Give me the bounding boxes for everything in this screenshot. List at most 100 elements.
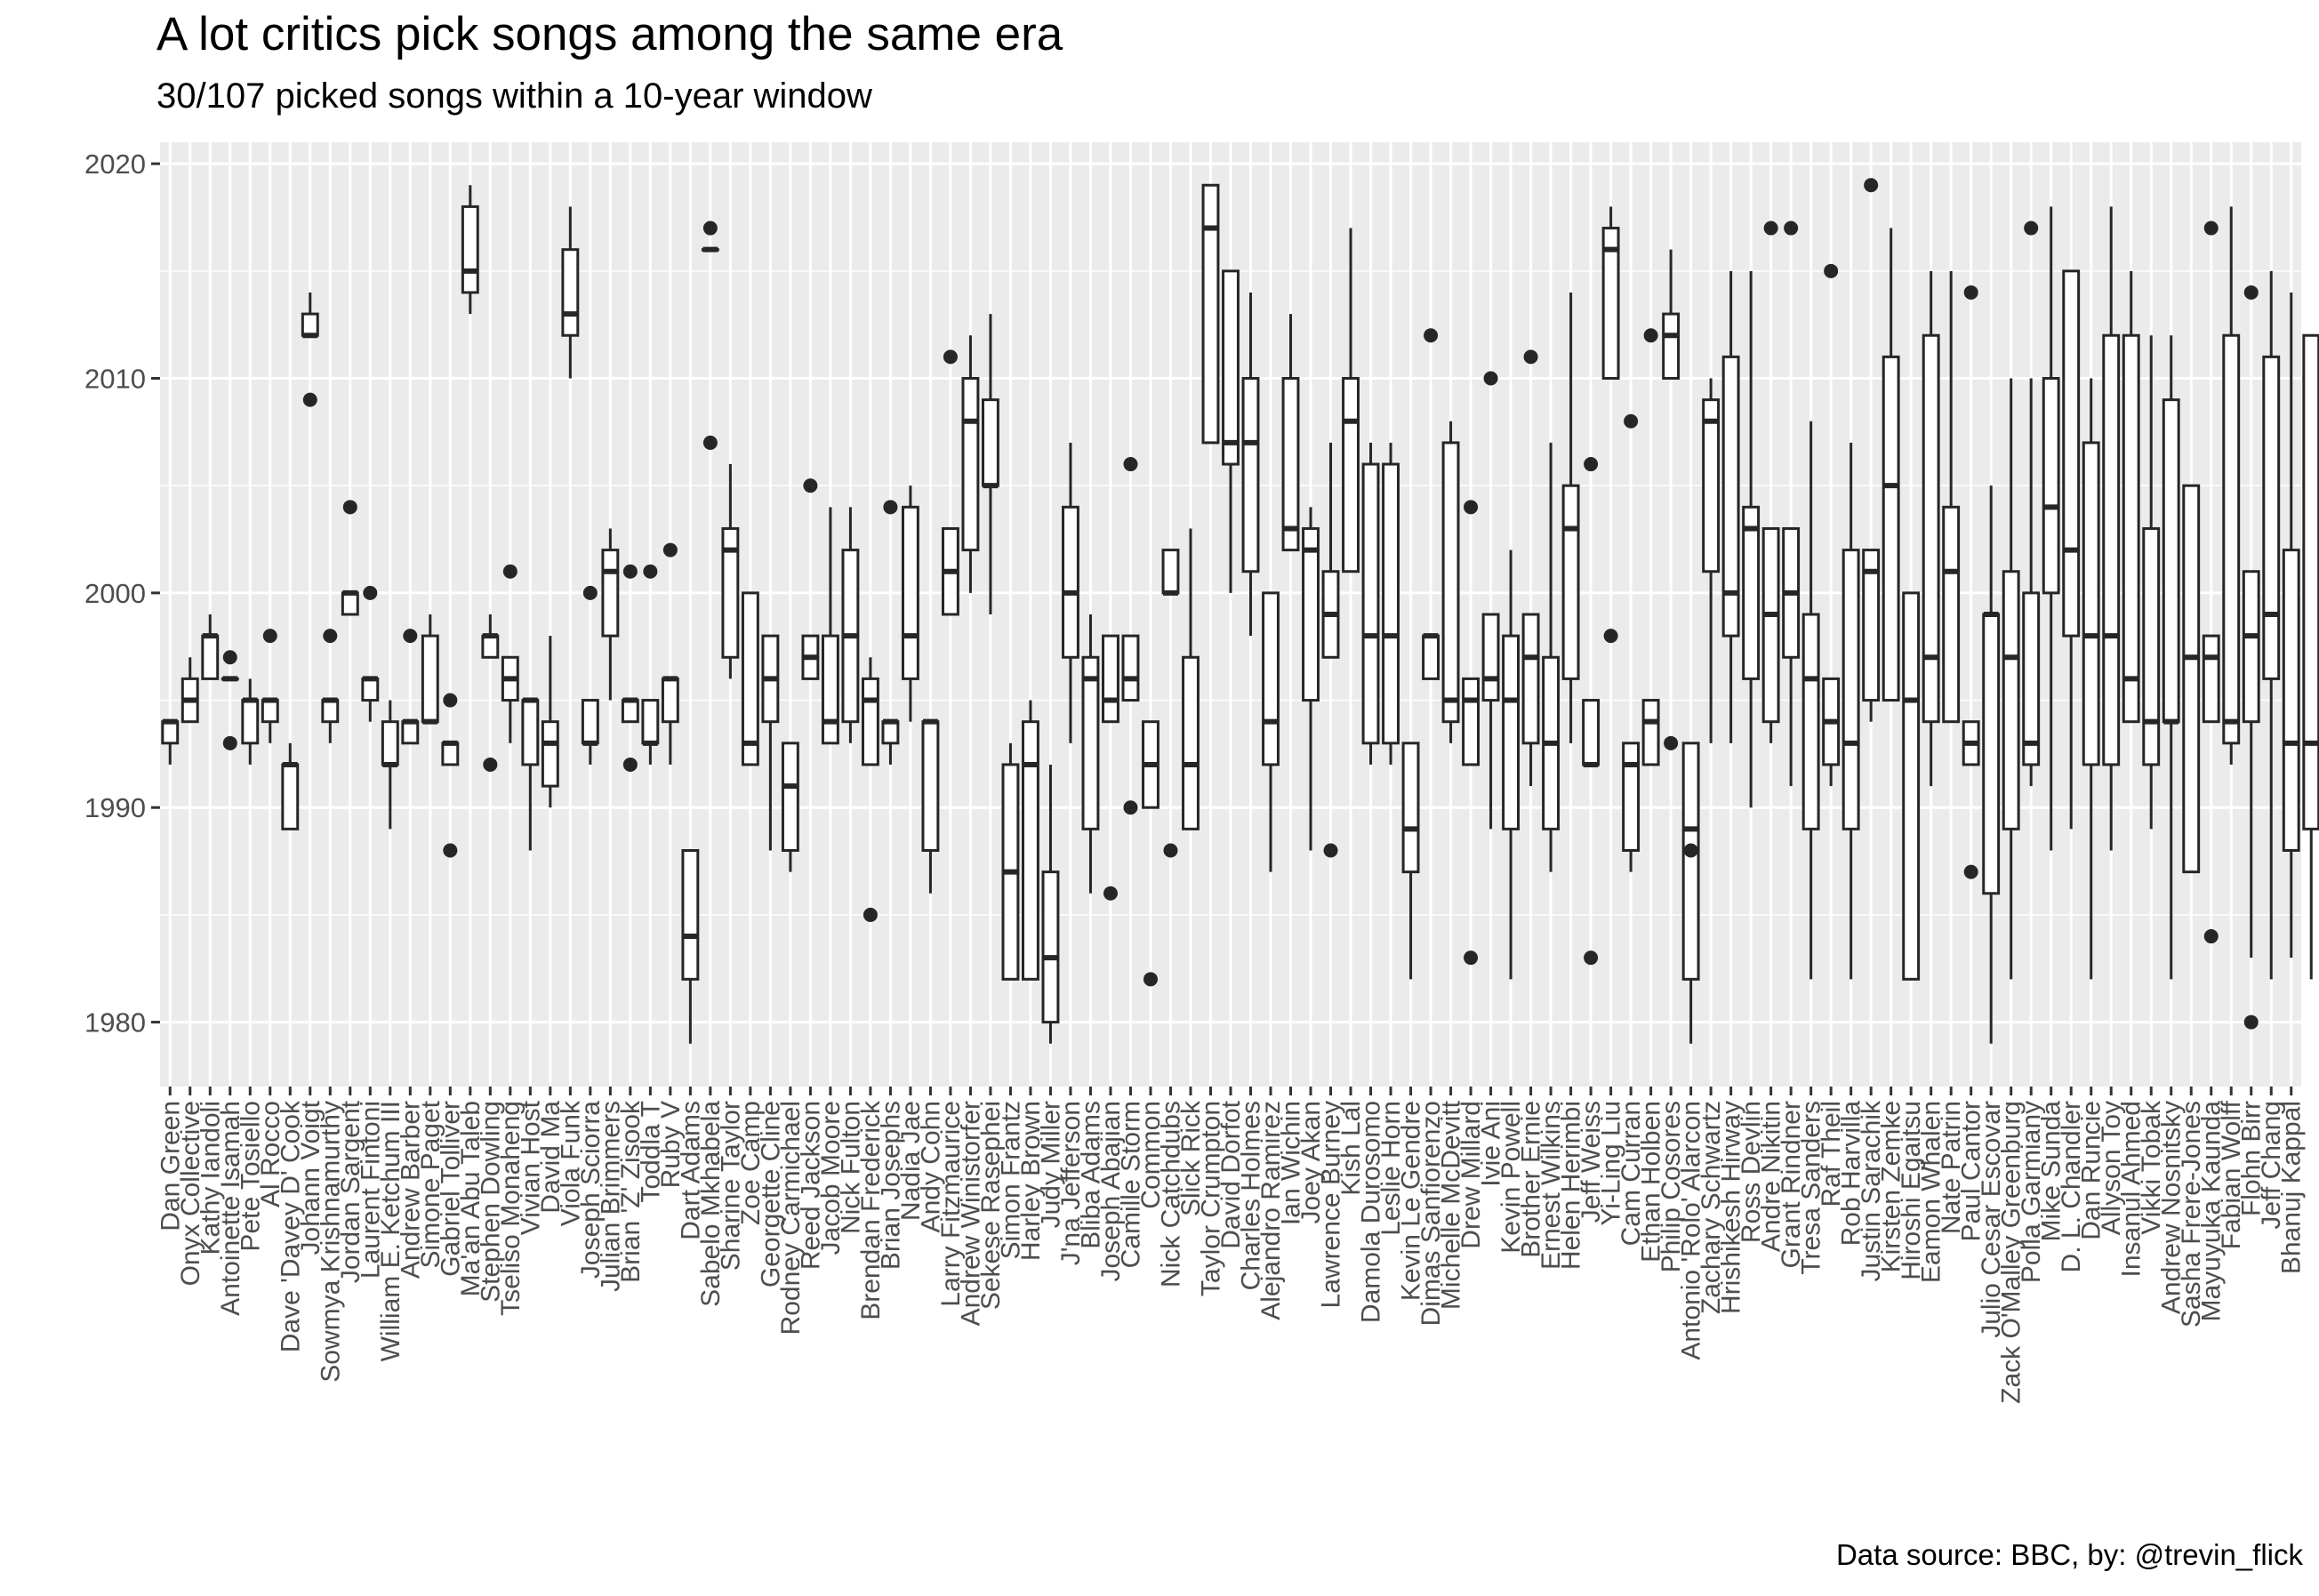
box-iqr [601,549,620,638]
box-104 [2222,206,2241,765]
box-iqr [1281,377,1300,552]
x-tick-label: Nadia Jae [896,1101,926,1221]
box-iqr [2222,333,2241,745]
box-iqr [201,634,220,680]
box-16 [461,185,479,315]
box-iqr [1201,183,1220,445]
box-iqr [881,720,900,745]
box-iqr [1982,613,2001,895]
box-49 [1121,457,1140,815]
x-tick-label: Judy Miller [1036,1101,1065,1228]
box-81 [1761,221,1780,743]
box-iqr [2202,634,2220,724]
box-10 [341,500,359,616]
x-tick-label: Rob Harvilla [1837,1101,1866,1247]
box-39 [921,718,940,894]
x-tick-label: Reed Jackson [796,1101,825,1270]
box-77 [1681,742,1700,1044]
box-51 [1161,549,1180,858]
x-tick-label: Sabelo Mkhabela [696,1101,726,1307]
box-iqr [1582,699,1601,766]
box-iqr [481,634,500,659]
outlier-point [1464,950,1479,966]
box-90 [1942,270,1961,724]
box-iqr [1942,505,1961,724]
box-iqr [1182,655,1200,830]
outlier-point [2243,1015,2259,1030]
x-tick-label: Joseph Sciorra [576,1101,606,1279]
box-89 [1922,270,1940,787]
x-tick-label: David Dorfot [1216,1100,1246,1248]
x-tick-label: Hrishikesh Hirway [1717,1101,1746,1314]
box-iqr [1702,398,1721,573]
box-60 [1342,228,1360,573]
box-96 [2062,269,2081,830]
x-tick-label: J'na Jefferson [1056,1101,1086,1265]
x-tick-label: Paul Cantor [1957,1101,1986,1241]
box-52 [1182,528,1200,830]
box-9 [321,629,340,743]
box-101 [2162,335,2180,980]
x-tick-label: Drew Millard [1456,1101,1486,1249]
box-iqr [281,763,300,830]
box-12 [381,700,399,830]
x-tick-label: Hiroshi Egaitsu [1897,1101,1926,1280]
outlier-point [1683,843,1698,858]
x-tick-label: Antoinette Isamah [216,1101,245,1316]
box-iqr [261,699,279,724]
box-iqr [461,205,479,294]
box-iqr [1041,870,1060,1024]
x-tick-label: Ethan Holben [1637,1101,1666,1263]
box-56 [1262,591,1280,872]
box-iqr [2082,441,2100,766]
x-tick-label: Stephen Dowling [476,1101,505,1303]
box-iqr [1481,613,1500,702]
box-iqr [1561,484,1580,680]
x-tick-label: Laurent Fintoni [356,1101,385,1279]
x-tick-label: Onyx Collective [176,1101,205,1286]
box-iqr [1302,526,1320,702]
x-tick-label: Ma'an Abu Taleb [456,1101,485,1296]
box-14 [421,614,439,725]
box-85 [1842,442,1860,980]
x-tick-label: Grant Rindner [1777,1101,1806,1268]
x-tick-label: Kish Lal [1336,1101,1366,1196]
x-tick-label: Simone Paget [416,1100,445,1268]
box-102 [2182,484,2201,874]
box-iqr [901,505,919,680]
x-tick-label: Allyson Toy [2097,1101,2126,1235]
y-tick-label: 2000 [84,578,146,609]
x-tick-label: Julian Brimmers [596,1101,625,1292]
box-iqr [661,677,679,724]
outlier-point [702,435,718,450]
box-iqr [1902,591,1921,981]
x-tick-label: Ruby V [656,1101,686,1188]
x-tick-label: Brother Ernie [1517,1101,1546,1258]
box-iqr [821,634,839,745]
outlier-point [2203,929,2219,944]
outlier-point [1603,629,1618,644]
box-11 [361,585,380,722]
box-63 [1401,742,1420,980]
box-7 [281,742,300,830]
x-tick-label: Philip Cosores [1657,1101,1686,1272]
outlier-point [1584,457,1599,472]
x-tick-label: Justin Sarachik [1857,1100,1886,1281]
box-iqr [2062,269,2081,638]
x-tick-label: Common [1136,1101,1166,1209]
box-41 [961,335,980,593]
box-54 [1222,269,1240,593]
box-58 [1302,507,1320,851]
box-iqr [1761,526,1780,724]
box-iqr [241,699,260,745]
x-tick-label: Taylor Crumpton [1196,1101,1225,1296]
x-tick-label: Pete Tosiello [236,1101,265,1252]
x-tick-label: Zachary Schwartz [1697,1101,1726,1314]
x-tick-label: Nate Patrin [1937,1101,1966,1234]
box-35 [841,507,860,743]
outlier-point [443,843,458,858]
x-tick-label: Andy Cohn [916,1101,945,1232]
outlier-point [323,629,338,644]
box-87 [1882,228,1900,702]
x-tick-label: Joseph Abajian [1096,1101,1126,1282]
